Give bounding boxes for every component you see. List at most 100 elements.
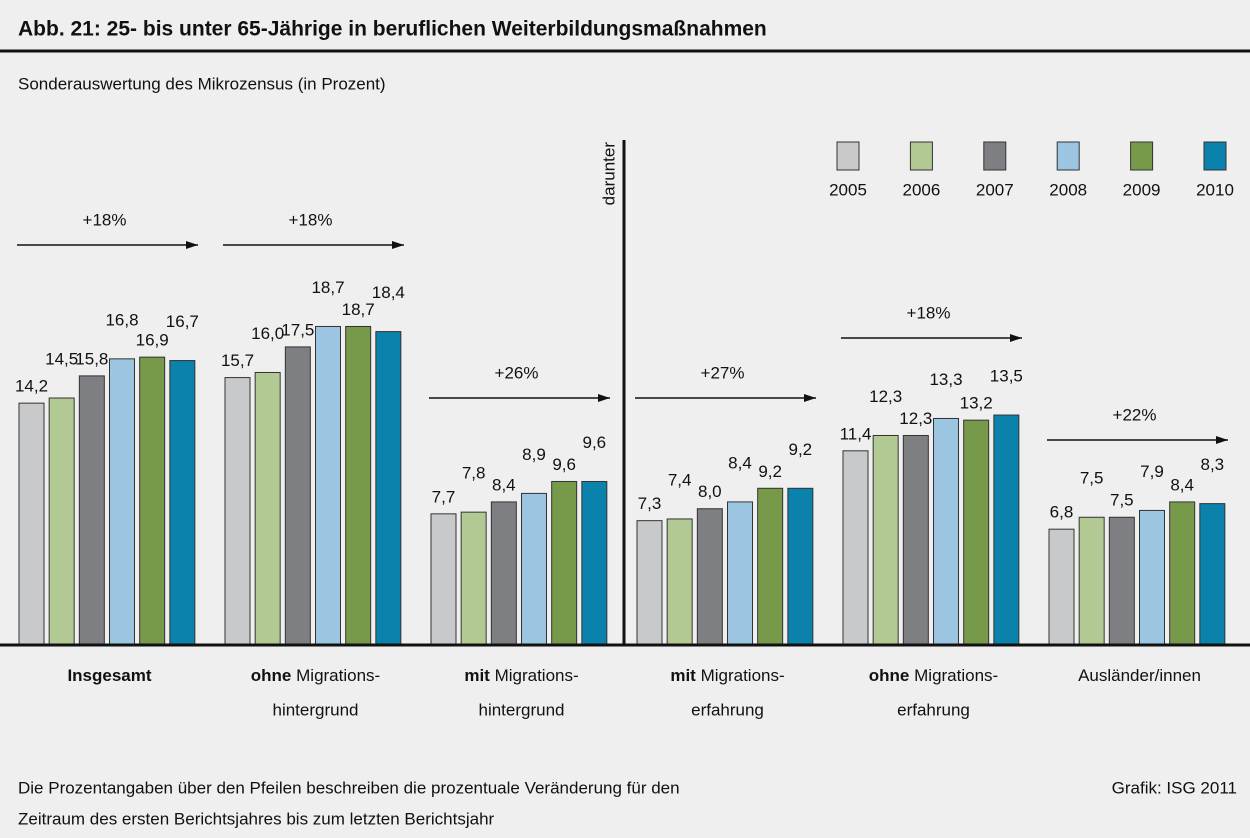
bar xyxy=(430,513,457,646)
x-tick-label: hintergrund xyxy=(272,700,358,719)
legend-swatch xyxy=(1056,141,1080,171)
x-tick-label: mit Migrations- xyxy=(670,666,784,685)
x-tick-label-text: Migrations- xyxy=(296,666,380,685)
value-label: 6,8 xyxy=(1050,503,1074,522)
value-label: 13,5 xyxy=(990,367,1023,386)
bar xyxy=(224,377,251,646)
bar xyxy=(842,450,869,646)
legend-label: 2009 xyxy=(1123,180,1161,199)
bar xyxy=(78,375,105,646)
x-tick-label-text: Migrations- xyxy=(495,666,579,685)
x-tick-label-bold: ohne xyxy=(251,666,292,685)
value-label: 13,3 xyxy=(929,370,962,389)
legend-swatch xyxy=(983,141,1007,171)
x-tick-label-text: Ausländer/innen xyxy=(1078,666,1201,685)
legend-label: 2010 xyxy=(1196,180,1234,199)
value-label: 12,3 xyxy=(899,409,932,428)
x-tick-label-text: Migrations- xyxy=(914,666,998,685)
bar xyxy=(254,371,281,646)
x-tick-label: Ausländer/innen xyxy=(1078,666,1201,685)
bar xyxy=(284,346,311,646)
value-label: 16,8 xyxy=(105,310,138,329)
x-tick-label: erfahrung xyxy=(897,700,970,719)
bar xyxy=(757,487,784,646)
bar xyxy=(581,480,608,646)
legend-label: 2006 xyxy=(902,180,940,199)
value-label: 7,5 xyxy=(1110,491,1134,510)
x-tick-label-bold: mit xyxy=(670,666,696,685)
bar xyxy=(139,356,166,646)
bar xyxy=(109,358,135,646)
value-label: 8,4 xyxy=(492,475,516,494)
value-label: 11,4 xyxy=(840,424,872,443)
bar xyxy=(521,492,547,646)
bar xyxy=(1139,509,1165,646)
x-tick-label-text: Migrations- xyxy=(701,666,785,685)
chart-title: Abb. 21: 25- bis unter 65-Jährige in ber… xyxy=(18,18,767,41)
note-line: Zeitraum des ersten Berichtsjahres bis z… xyxy=(18,809,495,828)
chart-subtitle: Sonderauswertung des Mikrozensus (in Pro… xyxy=(18,74,386,93)
value-label: 8,4 xyxy=(1170,475,1194,494)
bar xyxy=(460,511,487,646)
value-label: 16,9 xyxy=(136,331,169,350)
bar xyxy=(727,501,753,646)
bar xyxy=(375,331,402,646)
value-label: 7,4 xyxy=(668,470,692,489)
x-tick-label: hintergrund xyxy=(478,700,564,719)
bar xyxy=(1199,503,1226,646)
x-tick-label-bold: ohne xyxy=(869,666,910,685)
value-label: 13,2 xyxy=(960,394,993,413)
value-label: 9,2 xyxy=(758,462,782,481)
value-label: 7,7 xyxy=(432,487,456,506)
bar xyxy=(993,414,1020,646)
value-label: 7,8 xyxy=(462,464,486,483)
value-label: 14,5 xyxy=(45,350,78,369)
value-label: 9,2 xyxy=(789,440,813,459)
bar xyxy=(787,487,814,646)
value-label: 18,7 xyxy=(342,300,375,319)
legend-swatch xyxy=(1130,141,1154,171)
value-label: 16,0 xyxy=(251,324,284,343)
value-label: 18,4 xyxy=(372,283,405,302)
value-label: 9,6 xyxy=(583,433,607,452)
annotation: +18% xyxy=(907,303,951,322)
legend-label: 2008 xyxy=(1049,180,1087,199)
annotation: +26% xyxy=(495,363,539,382)
annotation: +22% xyxy=(1113,405,1157,424)
value-label: 8,3 xyxy=(1201,455,1225,474)
bar xyxy=(696,508,723,646)
x-tick-label: Insgesamt xyxy=(67,666,151,685)
bar xyxy=(1108,516,1135,646)
value-label: 17,5 xyxy=(281,320,314,339)
value-label: 18,7 xyxy=(311,278,344,297)
annotation: +18% xyxy=(83,210,127,229)
note-line: Die Prozentangaben über den Pfeilen besc… xyxy=(18,778,680,797)
bar xyxy=(1048,528,1075,646)
bar xyxy=(1078,516,1105,646)
value-label: 8,4 xyxy=(728,453,752,472)
value-label: 7,9 xyxy=(1140,462,1164,481)
bar xyxy=(551,480,578,646)
legend-swatch xyxy=(836,141,860,171)
value-label: 15,8 xyxy=(75,349,108,368)
bar xyxy=(315,325,341,646)
bar xyxy=(666,518,693,646)
bar xyxy=(18,402,45,646)
bar xyxy=(48,397,75,646)
legend-swatch xyxy=(1203,141,1227,171)
bar xyxy=(902,434,929,646)
bar xyxy=(169,360,196,646)
value-label: 8,9 xyxy=(522,445,546,464)
x-tick-label: mit Migrations- xyxy=(464,666,578,685)
value-label: 9,6 xyxy=(552,455,576,474)
x-tick-label: erfahrung xyxy=(691,700,764,719)
value-label: 15,7 xyxy=(221,351,254,370)
annotation: +18% xyxy=(289,210,333,229)
separator-label: darunter xyxy=(599,142,618,206)
x-tick-label-bold: mit xyxy=(464,666,490,685)
value-label: 8,0 xyxy=(698,482,722,501)
value-label: 14,2 xyxy=(15,377,48,396)
legend-label: 2007 xyxy=(976,180,1014,199)
value-label: 16,7 xyxy=(166,312,199,331)
